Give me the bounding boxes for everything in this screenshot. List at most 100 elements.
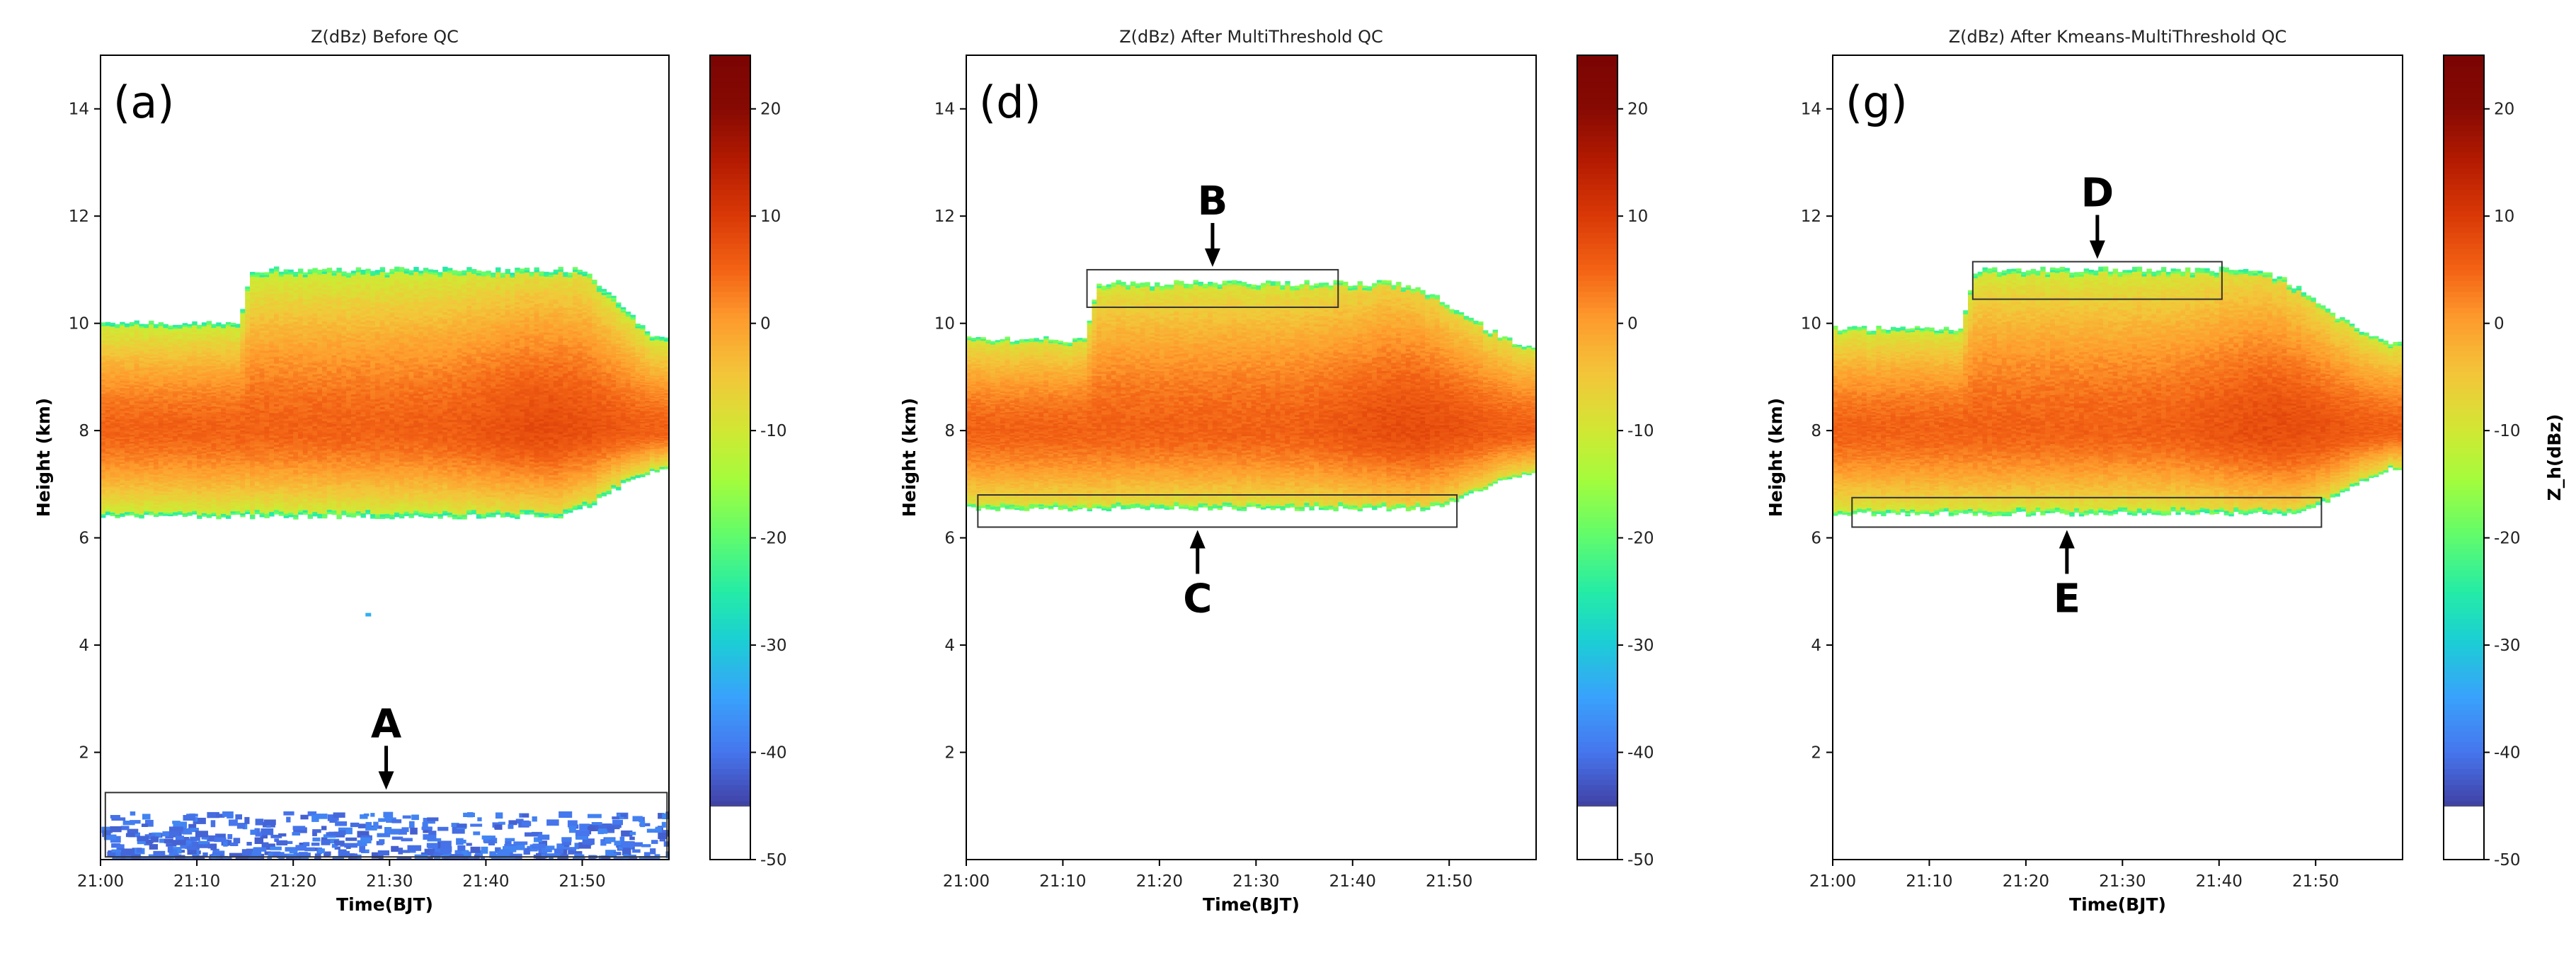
colorbar-tick-label: -20 [760,530,787,548]
colorbar-segment [2444,345,2484,351]
colorbar-segment [1577,253,1618,260]
colorbar-segment [2444,71,2484,78]
colorbar-segment [2444,323,2484,330]
colorbar-segment [710,409,750,416]
colorbar-segment [2444,205,2484,212]
colorbar-segment [1577,377,1618,383]
x-tick-label: 21:10 [173,872,220,891]
colorbar-segment [1577,489,1618,496]
colorbar-segment [710,382,750,389]
colorbar-segment [710,248,750,254]
colorbar-segment [710,698,750,705]
colorbar-segment [1577,221,1618,228]
colorbar-segment [1577,468,1618,474]
colorbar-segment [2444,183,2484,190]
colorbar-segment [710,800,750,807]
colorbar-segment [1577,709,1618,716]
colorbar-segment [2444,339,2484,346]
colorbar-segment [710,661,750,668]
colorbar-segment [710,420,750,426]
colorbar-segment [2444,618,2484,625]
colorbar-segment [710,414,750,421]
colorbar-segment [1577,371,1618,378]
colorbar-segment [710,98,750,104]
colorbar-segment [2444,548,2484,555]
colorbar-segment [2444,414,2484,421]
annotation-box [1851,496,2323,528]
colorbar-segment [710,768,750,775]
y-tick-label: 4 [79,637,89,655]
colorbar-segment [1577,843,1618,850]
colorbar-segment [1577,125,1618,131]
x-tick-label: 21:50 [2292,872,2339,891]
colorbar-segment [710,688,750,695]
colorbar-segment [710,714,750,721]
colorbar-segment [710,280,750,287]
colorbar-segment [710,656,750,662]
colorbar-segment [2444,291,2484,297]
colorbar-segment [2444,741,2484,748]
colorbar-segment [710,275,750,281]
colorbar-segment [710,425,750,431]
colorbar-segment [1577,446,1618,453]
colorbar-segment [1577,194,1618,201]
colorbar-segment [710,302,750,308]
y-axis-label: Height (km) [1765,398,1786,517]
colorbar-segment [1577,87,1618,93]
colorbar-segment [1577,671,1618,678]
colorbar-segment [1577,329,1618,335]
colorbar-segment [1577,564,1618,571]
colorbar-segment [710,537,750,544]
colorbar-segment [2444,141,2484,147]
colorbar-segment [2444,135,2484,142]
colorbar-segment [710,55,750,62]
colorbar-segment [1577,302,1618,308]
colorbar-segment [1577,623,1618,630]
colorbar-segment [710,135,750,142]
colorbar-segment [1577,785,1618,791]
colorbar-segment [710,789,750,796]
colorbar-segment [2444,66,2484,72]
colorbar-segment [710,725,750,732]
colorbar-segment [710,168,750,174]
colorbar-segment [2444,629,2484,635]
colorbar-segment [1577,666,1618,673]
colorbar-segment [1577,210,1618,217]
colorbar-segment [2444,355,2484,362]
colorbar-segment [1577,629,1618,635]
colorbar-segment [1577,554,1618,560]
colorbar-frame [2443,55,2485,860]
colorbar-segment [1577,398,1618,405]
colorbar-segment [1577,575,1618,581]
colorbar-segment [2444,333,2484,341]
colorbar-segment [710,581,750,587]
colorbar-segment [1577,280,1618,287]
colorbar-segment [1577,537,1618,544]
colorbar-segment [2444,511,2484,518]
colorbar-segment [2444,125,2484,131]
colorbar-segment [1577,532,1618,539]
y-tick-label: 6 [1811,530,1821,548]
colorbar-segment [2444,393,2484,399]
colorbar-segment [1577,763,1618,770]
colorbar-segment [2444,827,2484,833]
colorbar-segment [2444,714,2484,721]
colorbar-segment [2444,683,2484,689]
heatmap-cells [1833,266,2403,517]
colorbar-segment [1577,800,1618,807]
colorbar-tick-label: -30 [1627,637,1654,655]
colorbar-segment [1577,559,1618,566]
colorbar-segment [1577,312,1618,319]
colorbar-segment [2444,168,2484,174]
colorbar-tick-label: -50 [760,851,787,869]
colorbar-segment [710,387,750,394]
y-tick-label: 12 [1801,207,1821,226]
colorbar-segment [2444,329,2484,335]
colorbar-segment [2444,612,2484,619]
axes-frame [1832,55,2403,860]
colorbar-segment [710,833,750,839]
colorbar-segment [710,307,750,314]
colorbar-segment [710,612,750,619]
colorbar-segment [1577,822,1618,828]
colorbar-segment [2444,677,2484,683]
